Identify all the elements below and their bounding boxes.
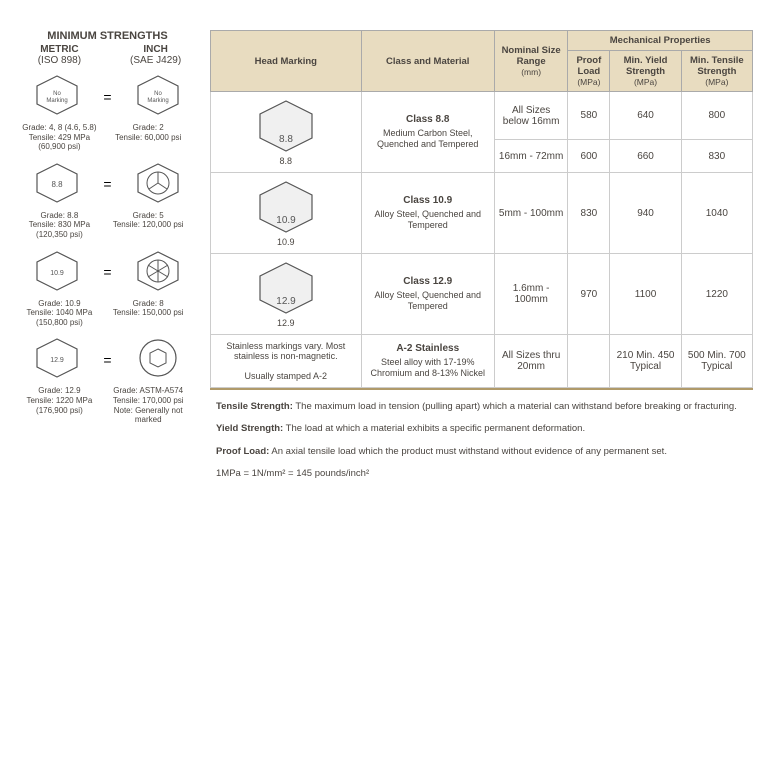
hexagon-icon: 12.9 bbox=[33, 337, 81, 379]
cell-head-marking: 10.9 10.9 bbox=[211, 173, 362, 254]
hexagon-icon: 8.8 bbox=[33, 162, 81, 204]
comp-row: 8.8 = bbox=[15, 162, 200, 207]
cell-head-marking: 12.9 12.9 bbox=[211, 254, 362, 335]
metric-header: METRIC(ISO 898) bbox=[15, 44, 104, 66]
cell-class: Class 10.9Alloy Steel, Quenched and Temp… bbox=[361, 173, 494, 254]
th-tensile: Min. Tensile Strength(MPa) bbox=[681, 51, 752, 92]
cell-head-marking: 8.8 8.8 bbox=[211, 92, 362, 173]
comp-row: 10.9 = bbox=[15, 250, 200, 295]
left-column: MINIMUM STRENGTHS METRIC(ISO 898) INCH(S… bbox=[15, 30, 210, 499]
table-row: 12.9 12.9 Class 12.9Alloy Steel, Quenche… bbox=[211, 254, 753, 335]
th-head-marking: Head Marking bbox=[211, 31, 362, 92]
metric-hex: NoMarking bbox=[15, 74, 99, 119]
svg-text:Marking: Marking bbox=[147, 98, 168, 104]
definitions: Tensile Strength: The maximum load in te… bbox=[210, 388, 753, 499]
left-title: MINIMUM STRENGTHS bbox=[15, 30, 200, 42]
svg-text:10.9: 10.9 bbox=[276, 215, 296, 226]
comp-row: NoMarking = NoMarking bbox=[15, 74, 200, 119]
right-column: Head Marking Class and Material Nominal … bbox=[210, 30, 753, 499]
table-row: 10.9 10.9 Class 10.9Alloy Steel, Quenche… bbox=[211, 173, 753, 254]
svg-text:10.9: 10.9 bbox=[50, 270, 64, 277]
table-row: 8.8 8.8 Class 8.8Medium Carbon Steel, Qu… bbox=[211, 92, 753, 140]
page: MINIMUM STRENGTHS METRIC(ISO 898) INCH(S… bbox=[0, 0, 768, 529]
hexagon-icon: NoMarking bbox=[134, 74, 182, 116]
cell-yield: 640 bbox=[610, 92, 681, 140]
svg-text:No: No bbox=[154, 91, 162, 97]
hexagon-icon: NoMarking bbox=[33, 74, 81, 116]
hexagon-icon: 10.9 bbox=[33, 250, 81, 292]
svg-text:12.9: 12.9 bbox=[276, 296, 296, 307]
equals: = bbox=[103, 89, 111, 105]
hexagon-radial-icon bbox=[134, 162, 182, 204]
hexagon-icon: 8.8 bbox=[254, 98, 318, 154]
comp-text: Grade: 12.9Tensile: 1220 MPa(176,900 psi… bbox=[15, 386, 200, 424]
th-proof-load: Proof Load(MPa) bbox=[568, 51, 610, 92]
svg-text:12.9: 12.9 bbox=[50, 357, 64, 364]
cell-class: Class 12.9Alloy Steel, Quenched and Temp… bbox=[361, 254, 494, 335]
hexagon-icon: 10.9 bbox=[254, 179, 318, 235]
hexagon-icon: 12.9 bbox=[254, 260, 318, 316]
svg-text:8.8: 8.8 bbox=[279, 134, 293, 145]
th-size: Nominal Size Range(mm) bbox=[494, 31, 568, 92]
cell-head-marking: Stainless markings vary. Most stainless … bbox=[211, 335, 362, 388]
left-subheader: METRIC(ISO 898) INCH(SAE J429) bbox=[15, 44, 200, 66]
hex-mark: 8.8 bbox=[52, 180, 64, 189]
svg-text:No: No bbox=[53, 91, 61, 97]
comp-row: 12.9 = bbox=[15, 337, 200, 382]
th-mech-props: Mechanical Properties bbox=[568, 31, 753, 51]
inch-header: INCH(SAE J429) bbox=[111, 44, 200, 66]
inch-hex: NoMarking bbox=[116, 74, 200, 119]
cell-tensile: 800 bbox=[681, 92, 752, 140]
th-yield: Min. Yield Strength(MPa) bbox=[610, 51, 681, 92]
mark-label: 8.8 bbox=[280, 156, 293, 166]
hexagon-star-icon bbox=[134, 250, 182, 292]
table-row: Stainless markings vary. Most stainless … bbox=[211, 335, 753, 388]
strength-table: Head Marking Class and Material Nominal … bbox=[210, 30, 753, 388]
table-body: 8.8 8.8 Class 8.8Medium Carbon Steel, Qu… bbox=[211, 92, 753, 388]
svg-text:Marking: Marking bbox=[47, 98, 68, 104]
cell-class: A-2 StainlessSteel alloy with 17-19% Chr… bbox=[361, 335, 494, 388]
comp-text: Grade: 8.8Tensile: 830 MPa(120,350 psi) … bbox=[15, 211, 200, 240]
hexagon-socket-icon bbox=[134, 337, 182, 379]
cell-size: All Sizes below 16mm bbox=[494, 92, 568, 140]
th-class-material: Class and Material bbox=[361, 31, 494, 92]
cell-proof: 580 bbox=[568, 92, 610, 140]
cell-class: Class 8.8Medium Carbon Steel, Quenched a… bbox=[361, 92, 494, 173]
comp-text: Grade: 10.9Tensile: 1040 MPa(150,800 psi… bbox=[15, 299, 200, 328]
comp-text: Grade: 4, 8 (4.6, 5.8)Tensile: 429 MPa(6… bbox=[15, 123, 200, 152]
